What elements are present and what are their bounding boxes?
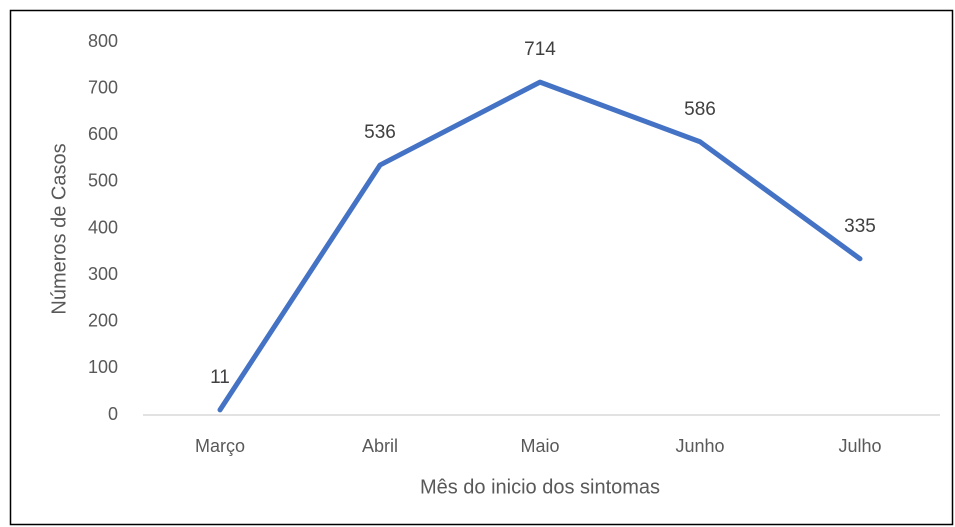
x-tick-label: Abril	[362, 436, 398, 456]
data-label: 11	[210, 367, 230, 388]
x-tick-label: Julho	[838, 436, 881, 456]
y-tick-label: 100	[88, 357, 118, 377]
x-axis-title: Mês do inicio dos sintomas	[420, 476, 660, 498]
y-tick-label: 700	[88, 77, 118, 97]
chart-border	[9, 9, 954, 526]
x-tick-label: Maio	[520, 436, 559, 456]
x-tick-label: Junho	[675, 436, 724, 456]
y-tick-label: 800	[88, 31, 118, 51]
y-tick-label: 300	[88, 264, 118, 284]
data-label: 586	[684, 99, 716, 120]
data-line	[217, 79, 863, 413]
y-tick-label: 600	[88, 124, 118, 144]
y-tick-label: 200	[88, 311, 118, 331]
data-label: 714	[524, 39, 556, 60]
data-label: 536	[364, 122, 396, 143]
data-label: 335	[844, 216, 876, 237]
y-axis-title: Números de Casos	[48, 143, 70, 314]
y-tick-label: 500	[88, 171, 118, 191]
x-tick-label: Março	[195, 436, 245, 456]
y-tick-label: 0	[108, 404, 118, 424]
y-tick-label: 400	[88, 217, 118, 237]
